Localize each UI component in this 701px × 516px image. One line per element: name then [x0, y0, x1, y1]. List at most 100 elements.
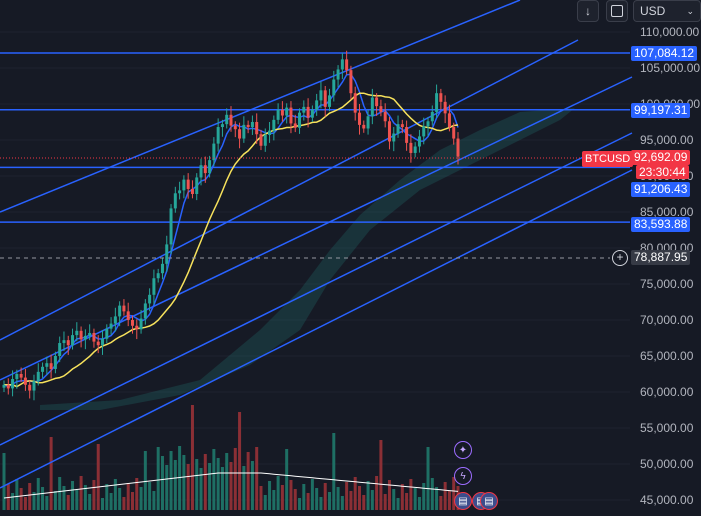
- volume-bar: [340, 496, 344, 510]
- level-label: 91,206.43: [631, 182, 691, 197]
- volume-bar: [319, 497, 323, 510]
- volume-bar: [447, 491, 451, 510]
- candle-body: [353, 93, 357, 113]
- candle-body: [139, 318, 143, 330]
- volume-bar: [75, 490, 79, 510]
- volume-bar: [203, 454, 207, 510]
- currency-select[interactable]: USD ⌄: [633, 0, 701, 22]
- candle-body: [255, 122, 259, 135]
- candle-body: [238, 129, 242, 139]
- volume-bar: [276, 476, 280, 510]
- volume-bar: [422, 483, 426, 510]
- volume-bar: [225, 453, 229, 510]
- candle-body: [310, 109, 314, 118]
- volume-bar: [165, 465, 169, 510]
- candle-body: [379, 106, 383, 112]
- candle-body: [387, 121, 391, 142]
- candle-body: [45, 363, 49, 367]
- candle-body: [195, 177, 199, 194]
- volume-bar: [96, 444, 100, 510]
- trend-channel-lines[interactable]: [0, 0, 633, 489]
- candle-body: [435, 93, 439, 112]
- volume-bar: [392, 489, 396, 510]
- volume-bar: [357, 486, 361, 510]
- candle-body: [75, 330, 79, 336]
- level-label: 83,593.88: [631, 217, 691, 232]
- candle-body: [443, 101, 447, 114]
- candle-body: [32, 381, 36, 391]
- candle-body: [298, 112, 302, 128]
- volume-bar: [285, 449, 289, 510]
- plus-circle-icon[interactable]: +: [612, 250, 628, 266]
- us-flag-icon[interactable]: ▤: [480, 492, 498, 510]
- download-button[interactable]: ↓: [577, 0, 599, 22]
- currency-label: USD: [640, 4, 666, 18]
- grid-lines: [0, 31, 630, 501]
- last-price-label: 92,692.09: [631, 150, 691, 165]
- volume-bar: [328, 492, 332, 510]
- candle-body: [332, 79, 336, 96]
- volume-bar: [79, 476, 83, 510]
- channel-line: [0, 39, 579, 341]
- candle-body: [289, 107, 293, 124]
- candle-body: [229, 114, 233, 126]
- candle-body: [375, 97, 379, 107]
- volume-bar: [135, 478, 139, 510]
- volume-bar: [66, 495, 70, 510]
- candle-body: [272, 119, 276, 131]
- candle-body: [357, 112, 361, 125]
- volume-bar: [148, 482, 152, 510]
- volume-ma-line: [3, 472, 459, 499]
- volume-bar: [220, 467, 224, 510]
- volume-bar: [315, 488, 319, 510]
- volume-bar: [208, 463, 212, 510]
- candle-body: [143, 303, 147, 319]
- candle-body: [263, 134, 267, 146]
- volume-bar: [190, 405, 194, 510]
- sparkle-icon[interactable]: ✦: [454, 441, 472, 459]
- volume-bar: [122, 497, 126, 510]
- y-tick-label: 95,000.00: [640, 133, 694, 147]
- candle-body: [280, 109, 284, 116]
- volume-bars: [2, 405, 460, 510]
- y-tick-label: 110,000.00: [640, 25, 700, 39]
- candle-body: [212, 143, 216, 161]
- volume-bar: [152, 491, 156, 510]
- snapshot-button[interactable]: [606, 0, 628, 22]
- volume-bar: [113, 479, 117, 510]
- candle-body: [105, 328, 109, 339]
- candle-body: [323, 90, 327, 107]
- us-flag-icon[interactable]: ▤: [454, 492, 472, 510]
- volume-bar: [417, 497, 421, 510]
- channel-line: [0, 132, 633, 446]
- bar-countdown: 23:30:44: [636, 165, 689, 179]
- candle-body: [186, 179, 190, 189]
- volume-bar: [32, 492, 36, 510]
- volume-bar: [160, 456, 164, 510]
- candle-body: [306, 106, 310, 118]
- lightning-icon[interactable]: ϟ: [454, 467, 472, 485]
- volume-bar: [263, 495, 267, 510]
- volume-bar: [23, 497, 27, 510]
- volume-bar: [92, 480, 96, 510]
- volume-bar: [195, 459, 199, 510]
- volume-bar: [430, 478, 434, 510]
- slow-ma-line: [4, 92, 459, 388]
- volume-bar: [426, 447, 430, 510]
- candle-body: [199, 165, 203, 178]
- candle-body: [88, 332, 92, 336]
- candle-body: [160, 263, 164, 274]
- volume-bar: [126, 483, 130, 510]
- candle-body: [340, 59, 344, 70]
- volume-bar: [199, 468, 203, 510]
- candle-body: [178, 190, 182, 194]
- volume-bar: [405, 493, 409, 510]
- candle-body: [165, 244, 169, 264]
- candle-body: [6, 384, 10, 389]
- volume-bar: [306, 493, 310, 510]
- volume-bar: [259, 486, 263, 510]
- volume-bar: [139, 487, 143, 510]
- horizontal-levels[interactable]: [0, 52, 630, 223]
- y-tick-label: 105,000.00: [640, 61, 701, 75]
